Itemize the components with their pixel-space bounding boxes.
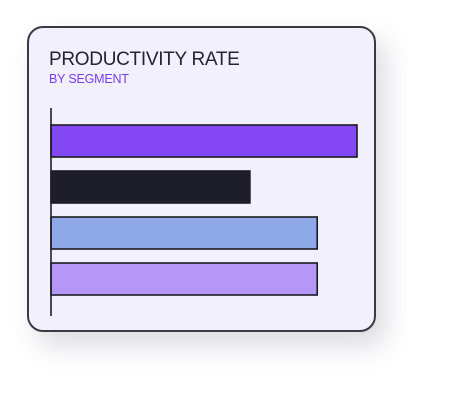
bars-group — [50, 124, 358, 296]
chart-title: PRODUCTIVITY RATE — [49, 49, 240, 70]
bar-1 — [50, 124, 358, 158]
bar-3 — [50, 216, 319, 250]
chart-card: PRODUCTIVITY RATE BY SEGMENT — [27, 26, 376, 332]
bar-2 — [50, 170, 251, 204]
chart-subtitle: BY SEGMENT — [49, 72, 129, 86]
bar-4 — [50, 262, 319, 296]
bar-chart — [50, 108, 358, 316]
